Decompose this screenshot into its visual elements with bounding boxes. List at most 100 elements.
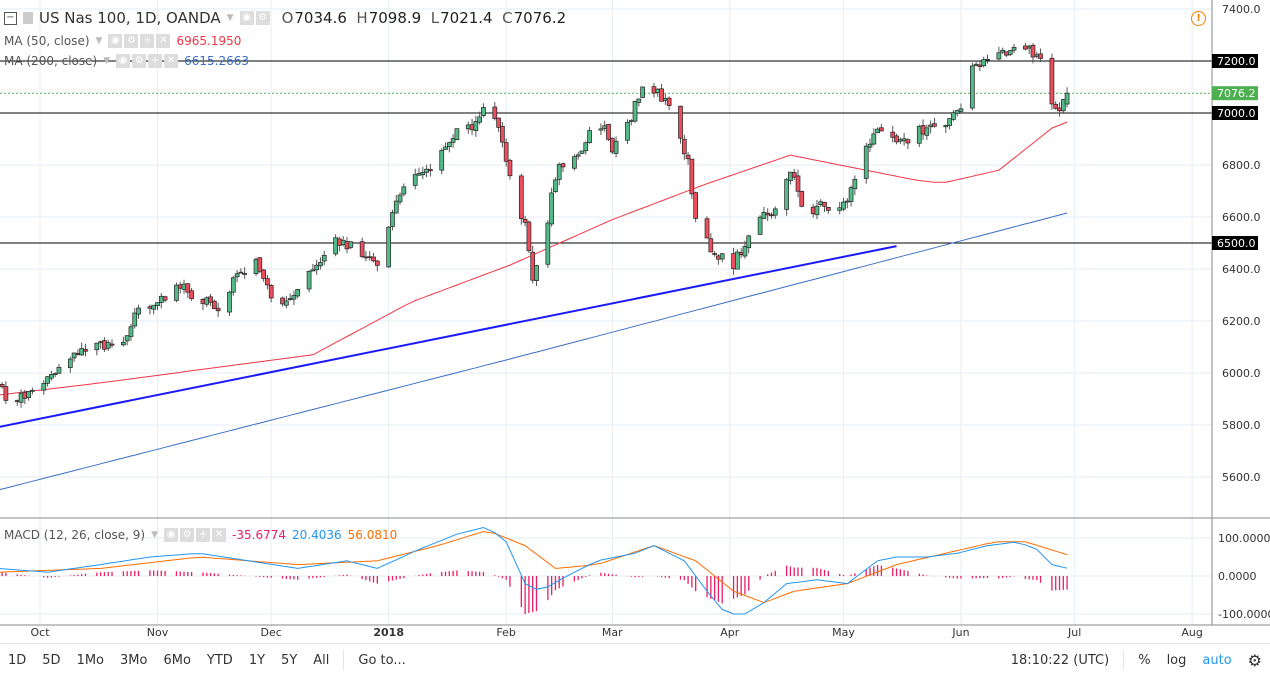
collapse-icon[interactable]: −	[4, 12, 17, 25]
candle-up	[1035, 55, 1039, 57]
candle-up	[785, 179, 789, 209]
gear-icon[interactable]: ⚙	[180, 528, 194, 542]
candle-down	[531, 252, 535, 280]
candle-up	[773, 209, 777, 215]
range-all[interactable]: All	[305, 653, 337, 668]
candle-up	[546, 223, 550, 264]
candle-down	[796, 176, 800, 191]
plus-icon[interactable]: +	[196, 528, 210, 542]
eye-icon[interactable]: ◉	[116, 54, 130, 68]
candle-up	[747, 236, 751, 248]
last-price-label: 7076.2	[1217, 87, 1256, 100]
close-icon[interactable]: ✕	[156, 34, 170, 48]
ma50-value: 6965.1950	[176, 34, 241, 48]
candle-down	[1023, 46, 1027, 49]
gear-icon[interactable]: ⚙	[124, 34, 138, 48]
candle-down	[15, 401, 19, 402]
candle-up	[42, 383, 46, 390]
candle-up	[30, 390, 34, 391]
range-1d[interactable]: 1D	[0, 653, 34, 668]
candle-up	[588, 131, 592, 143]
close-icon[interactable]: ✕	[212, 528, 226, 542]
candle-up	[902, 139, 906, 141]
candle-down	[978, 65, 982, 67]
go-to-button[interactable]: Go to...	[350, 653, 413, 668]
time-axis-label: Oct	[30, 626, 50, 639]
eye-icon[interactable]: ◉	[240, 11, 254, 25]
macd-label[interactable]: MACD (12, 26, close, 9)	[4, 528, 145, 542]
candle-down	[891, 132, 895, 137]
price-level-label: 6500.0	[1217, 237, 1256, 250]
trendline-path[interactable]	[0, 246, 897, 427]
eye-icon[interactable]: ◉	[108, 34, 122, 48]
candle-up	[864, 146, 868, 178]
trendline[interactable]	[0, 246, 897, 427]
candle-up	[872, 134, 876, 144]
ma50-label[interactable]: MA (50, close)	[4, 34, 90, 48]
candle-up	[1012, 47, 1016, 50]
candle-up	[72, 353, 76, 358]
close-icon[interactable]: ✕	[164, 54, 178, 68]
candle-down	[1054, 104, 1058, 108]
gear-icon[interactable]: ⚙	[1240, 651, 1270, 670]
price-axis-label: 7400.0	[1222, 3, 1261, 16]
symbol-title[interactable]: US Nas 100, 1D, OANDA	[39, 9, 221, 27]
chevron-down-icon[interactable]: ▼	[96, 36, 103, 46]
price-axis-label: 6800.0	[1222, 159, 1261, 172]
candle-up	[944, 125, 948, 126]
time-axis-label: Jul	[1067, 626, 1081, 639]
eye-icon[interactable]: ◉	[164, 528, 178, 542]
candle-up	[557, 164, 561, 179]
price-axis-label: 5600.0	[1222, 471, 1261, 484]
candle-down	[258, 258, 262, 272]
candle-down	[364, 257, 368, 258]
percent-toggle[interactable]: %	[1130, 653, 1158, 668]
alert-clock-icon[interactable]: !	[1191, 11, 1206, 26]
candle-up	[398, 195, 402, 202]
candle-down	[212, 301, 216, 308]
candle-down	[713, 253, 717, 254]
chevron-down-icon[interactable]: ▼	[151, 530, 158, 540]
candle-down	[504, 143, 508, 162]
ma200-label[interactable]: MA (200, close)	[4, 54, 97, 68]
gear-icon[interactable]: ⚙	[132, 54, 146, 68]
range-1y[interactable]: 1Y	[241, 653, 273, 668]
price-axis-label: 6200.0	[1222, 315, 1261, 328]
candle-up	[334, 238, 338, 254]
range-5y[interactable]: 5Y	[273, 653, 305, 668]
utc-clock[interactable]: 18:10:22 (UTC)	[1003, 653, 1117, 668]
auto-toggle[interactable]: auto	[1194, 653, 1239, 668]
candle-up	[57, 367, 61, 373]
price-level-label: 7200.0	[1217, 55, 1256, 68]
range-1mo[interactable]: 1Mo	[69, 653, 112, 668]
candle-up	[845, 201, 849, 202]
macd-signal-line	[0, 532, 1067, 603]
range-ytd[interactable]: YTD	[199, 653, 241, 668]
candle-down	[932, 124, 936, 127]
candle-up	[819, 202, 823, 205]
candle-up	[239, 272, 243, 273]
horizontal-levels[interactable]	[0, 61, 1212, 243]
range-6mo[interactable]: 6Mo	[155, 653, 198, 668]
range-3mo[interactable]: 3Mo	[112, 653, 155, 668]
gear-icon[interactable]: ⚙	[256, 11, 270, 25]
log-toggle[interactable]: log	[1159, 653, 1195, 668]
candle-down	[216, 308, 220, 311]
candle-up	[19, 393, 23, 402]
candle-up	[95, 343, 99, 350]
chevron-down-icon[interactable]: ▼	[227, 13, 234, 23]
chevron-down-icon[interactable]: ▼	[103, 56, 110, 66]
macd-value: 20.4036	[292, 528, 342, 542]
candle-down	[769, 215, 773, 216]
price-axis-label: 5800.0	[1222, 419, 1261, 432]
candle-up	[288, 299, 292, 300]
plus-icon[interactable]: +	[140, 34, 154, 48]
candle-up	[481, 107, 485, 115]
candle-up	[46, 377, 50, 384]
candle-down	[493, 107, 497, 118]
range-5d[interactable]: 5D	[34, 653, 68, 668]
plus-icon[interactable]: +	[148, 54, 162, 68]
candle-up	[815, 206, 819, 215]
